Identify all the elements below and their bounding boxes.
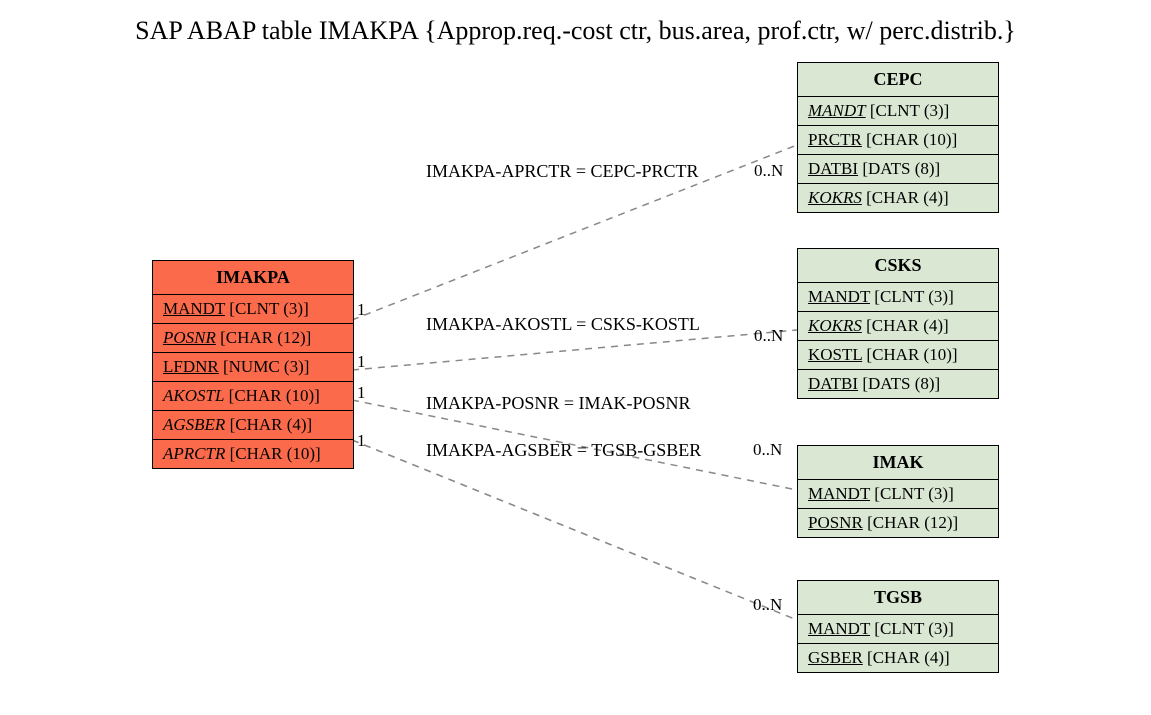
field-row: MANDT [CLNT (3)]	[798, 480, 998, 509]
field-row: DATBI [DATS (8)]	[798, 370, 998, 398]
entity-cepc: CEPC MANDT [CLNT (3)] PRCTR [CHAR (10)] …	[797, 62, 999, 213]
field-row: LFDNR [NUMC (3)]	[153, 353, 353, 382]
field-row: MANDT [CLNT (3)]	[798, 615, 998, 644]
entity-header: IMAKPA	[153, 261, 353, 295]
entity-imak: IMAK MANDT [CLNT (3)] POSNR [CHAR (12)]	[797, 445, 999, 538]
cardinality-label: 1	[357, 300, 366, 320]
edge-label: IMAKPA-AKOSTL = CSKS-KOSTL	[426, 314, 700, 335]
field-row: GSBER [CHAR (4)]	[798, 644, 998, 672]
field-row: MANDT [CLNT (3)]	[798, 97, 998, 126]
field-row: DATBI [DATS (8)]	[798, 155, 998, 184]
entity-imakpa: IMAKPA MANDT [CLNT (3)] POSNR [CHAR (12)…	[152, 260, 354, 469]
cardinality-label: 1	[357, 352, 366, 372]
field-row: KOKRS [CHAR (4)]	[798, 184, 998, 212]
cardinality-label: 0..N	[754, 326, 783, 346]
field-row: PRCTR [CHAR (10)]	[798, 126, 998, 155]
field-row: MANDT [CLNT (3)]	[798, 283, 998, 312]
field-row: POSNR [CHAR (12)]	[798, 509, 998, 537]
entity-csks: CSKS MANDT [CLNT (3)] KOKRS [CHAR (4)] K…	[797, 248, 999, 399]
entity-header: IMAK	[798, 446, 998, 480]
entity-header: CEPC	[798, 63, 998, 97]
edge-label: IMAKPA-APRCTR = CEPC-PRCTR	[426, 161, 699, 182]
edge-label: IMAKPA-POSNR = IMAK-POSNR	[426, 393, 691, 414]
field-row: KOKRS [CHAR (4)]	[798, 312, 998, 341]
entity-header: CSKS	[798, 249, 998, 283]
entity-tgsb: TGSB MANDT [CLNT (3)] GSBER [CHAR (4)]	[797, 580, 999, 673]
field-row: POSNR [CHAR (12)]	[153, 324, 353, 353]
cardinality-label: 0..N	[754, 161, 783, 181]
edge-label: IMAKPA-AGSBER = TGSB-GSBER	[426, 440, 701, 461]
cardinality-label: 1	[357, 431, 366, 451]
field-row: AKOSTL [CHAR (10)]	[153, 382, 353, 411]
cardinality-label: 1	[357, 383, 366, 403]
entity-header: TGSB	[798, 581, 998, 615]
field-row: KOSTL [CHAR (10)]	[798, 341, 998, 370]
diagram-title: SAP ABAP table IMAKPA {Approp.req.-cost …	[135, 16, 1016, 46]
cardinality-label: 0..N	[753, 440, 782, 460]
field-row: APRCTR [CHAR (10)]	[153, 440, 353, 468]
cardinality-label: 0..N	[753, 595, 782, 615]
field-row: MANDT [CLNT (3)]	[153, 295, 353, 324]
field-row: AGSBER [CHAR (4)]	[153, 411, 353, 440]
